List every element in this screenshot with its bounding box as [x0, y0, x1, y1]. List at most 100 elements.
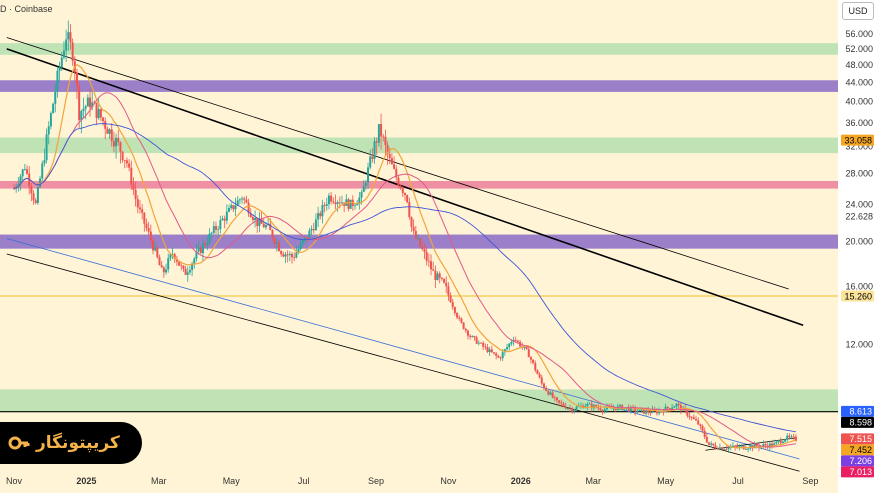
candle-body [106, 128, 109, 134]
x-axis-tick-label: Sep [802, 476, 818, 486]
candle-body [390, 158, 393, 165]
y-axis-tick-label: 20.000 [845, 236, 873, 246]
candle-body [397, 177, 400, 186]
candle-body [419, 238, 422, 247]
candle-body [349, 199, 352, 209]
candle-body [156, 247, 159, 258]
candle-body [54, 91, 57, 104]
candle-body [280, 251, 283, 255]
candle-body [679, 405, 682, 411]
support-resistance-zone [0, 137, 838, 154]
candle-body [699, 424, 702, 426]
candle-body [475, 337, 478, 344]
candle-body [195, 251, 198, 259]
candle-body [225, 211, 228, 221]
candle-body [162, 267, 165, 273]
candle-body [721, 447, 724, 450]
candle-body [427, 260, 430, 262]
candle-body [143, 212, 146, 224]
candle-body [191, 263, 194, 271]
price-label-text: 7.206 [849, 456, 872, 466]
candle-body [110, 129, 113, 142]
candle-body [41, 163, 44, 179]
candle-body [386, 144, 389, 155]
price-label-badge [841, 444, 874, 456]
trendline [6, 37, 789, 290]
candle-body [677, 403, 680, 406]
price-label-text: 7.515 [849, 434, 872, 444]
candle-body [34, 200, 37, 204]
price-label-text: 8.598 [849, 418, 872, 428]
candle-body [403, 193, 406, 196]
candle-body [406, 195, 409, 203]
price-label-text: 7.013 [849, 467, 872, 477]
candle-body [655, 410, 658, 414]
support-resistance-zone [0, 234, 838, 249]
candle-body [99, 109, 102, 118]
candle-body [136, 199, 139, 208]
candle-body [39, 178, 42, 188]
candle-body [727, 447, 730, 450]
candle-body [647, 410, 650, 413]
candle-body [375, 141, 378, 143]
y-axis-tick-label: 56.000 [845, 29, 873, 39]
price-label-badge [841, 134, 874, 146]
candle-body [523, 347, 526, 348]
candle-body [453, 307, 456, 313]
x-axis-tick-label: Mar [151, 476, 167, 486]
candle-body [514, 339, 517, 341]
candle-body [256, 217, 259, 226]
candle-body [462, 322, 465, 329]
candle-body [91, 102, 94, 108]
candle-body [538, 374, 541, 378]
candle-body [184, 268, 187, 275]
candle-body [438, 273, 441, 278]
candle-body [108, 129, 111, 134]
candle-body [23, 169, 26, 171]
candle-body [388, 154, 391, 159]
candle-body [784, 439, 787, 442]
candle-body [49, 113, 52, 127]
candle-body [325, 204, 328, 206]
candle-body [152, 240, 155, 251]
candle-body [45, 134, 48, 161]
candle-body [725, 449, 728, 450]
candle-body [482, 342, 485, 347]
x-axis-tick-label: May [657, 476, 675, 486]
candle-body [149, 231, 152, 241]
candle-body [414, 230, 417, 239]
candle-body [89, 97, 92, 108]
candle-body [182, 265, 185, 269]
candle-body [779, 440, 782, 444]
currency-selector-button[interactable]: USD [842, 2, 874, 20]
candle-body [671, 407, 674, 410]
candle-body [434, 270, 437, 280]
candle-body [469, 335, 472, 337]
candle-body [412, 226, 415, 231]
candle-body [95, 102, 98, 119]
candle-body [703, 430, 706, 437]
trendline [6, 238, 800, 460]
candle-body [128, 163, 131, 168]
candle-body [219, 220, 222, 230]
candle-body [193, 258, 196, 264]
candle-body [497, 355, 500, 358]
candle-body [458, 317, 461, 319]
price-label-text: 15.260 [844, 291, 872, 301]
candle-body [75, 72, 78, 87]
candle-body [553, 397, 556, 399]
candle-body [792, 436, 795, 438]
candle-body [221, 218, 224, 221]
candle-body [188, 270, 191, 273]
candle-body [380, 124, 383, 137]
candle-body [319, 213, 322, 217]
candle-body [534, 363, 537, 371]
candle-body [560, 402, 563, 404]
x-axis-tick-label: Jul [298, 476, 310, 486]
candle-body [167, 258, 170, 270]
support-resistance-zone [0, 180, 838, 189]
y-axis-tick-label: 12.000 [845, 339, 873, 349]
candle-body [293, 257, 296, 259]
candle-body [36, 187, 39, 204]
